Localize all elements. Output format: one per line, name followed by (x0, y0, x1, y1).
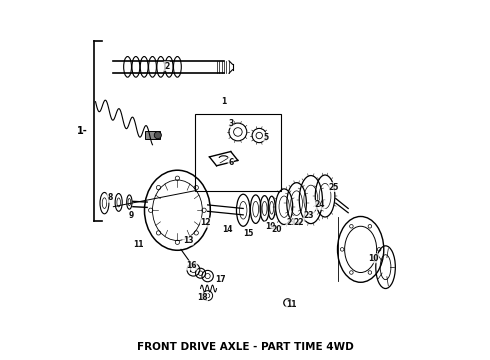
Bar (195, 114, 281, 191)
Text: FRONT DRIVE AXLE - PART TIME 4WD: FRONT DRIVE AXLE - PART TIME 4WD (137, 342, 353, 351)
Text: 15: 15 (244, 229, 254, 238)
Text: 14: 14 (222, 225, 232, 234)
Text: 21: 21 (286, 218, 296, 227)
Text: 11: 11 (286, 300, 296, 309)
Bar (146, 131, 160, 139)
Text: 16: 16 (186, 261, 197, 270)
Text: 24: 24 (315, 201, 325, 210)
Text: 3: 3 (228, 118, 233, 127)
Text: 2: 2 (164, 62, 170, 71)
Text: 11: 11 (133, 239, 144, 248)
Circle shape (154, 132, 161, 139)
Text: 9: 9 (128, 211, 134, 220)
Text: 1: 1 (221, 97, 226, 106)
Text: 17: 17 (215, 275, 225, 284)
Text: 22: 22 (293, 218, 304, 227)
Text: 18: 18 (197, 293, 208, 302)
Text: 20: 20 (272, 225, 282, 234)
Text: 12: 12 (200, 218, 211, 227)
Text: 19: 19 (265, 222, 275, 231)
Text: 25: 25 (329, 183, 339, 192)
Text: 23: 23 (304, 211, 314, 220)
Text: 5: 5 (264, 133, 269, 142)
Text: 13: 13 (183, 236, 194, 245)
Text: 8: 8 (107, 193, 113, 202)
Text: 10: 10 (368, 254, 378, 263)
Text: 6: 6 (228, 158, 233, 167)
Text: 1-: 1- (76, 126, 87, 136)
